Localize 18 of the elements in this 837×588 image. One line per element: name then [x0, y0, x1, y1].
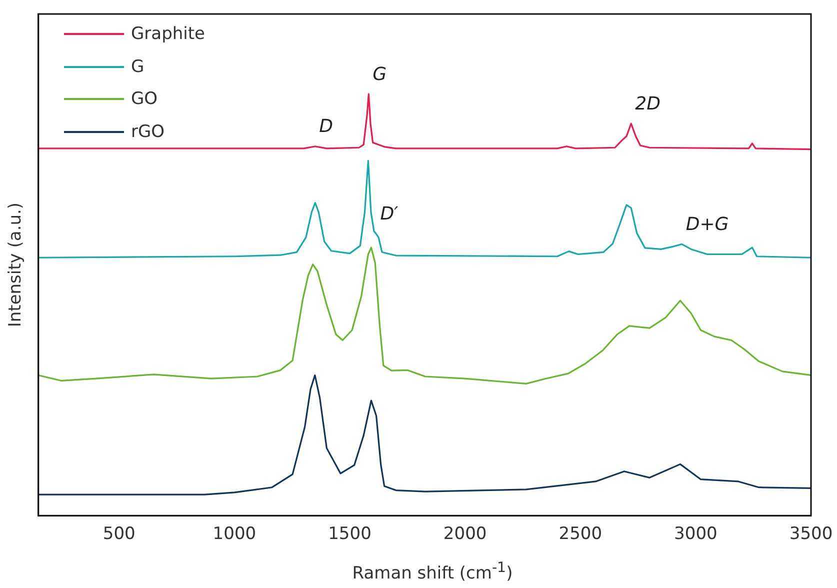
annotation: D+G [686, 214, 729, 235]
x-axis-title: Raman shift (cm$^{-1}$) [351, 560, 514, 584]
legend-label: G [131, 56, 144, 77]
x-tick-label: 500 [102, 524, 136, 544]
x-tick-label: 2500 [558, 524, 602, 544]
legend-label: GO [131, 89, 158, 110]
x-tick-label: 3500 [789, 524, 833, 544]
annotation: G [372, 64, 387, 85]
x-tick-label: 1000 [212, 524, 256, 544]
x-tick-label: 3000 [674, 524, 718, 544]
annotation: D′ [380, 204, 398, 225]
x-tick-label: 2000 [443, 524, 487, 544]
y-axis-title: Intensity (a.u.) [6, 202, 26, 328]
annotation: 2D [635, 93, 660, 114]
legend-label: rGO [131, 122, 165, 142]
legend-label: Graphite [131, 24, 205, 44]
annotation: D [319, 116, 334, 138]
x-tick-label: 1500 [328, 524, 372, 544]
